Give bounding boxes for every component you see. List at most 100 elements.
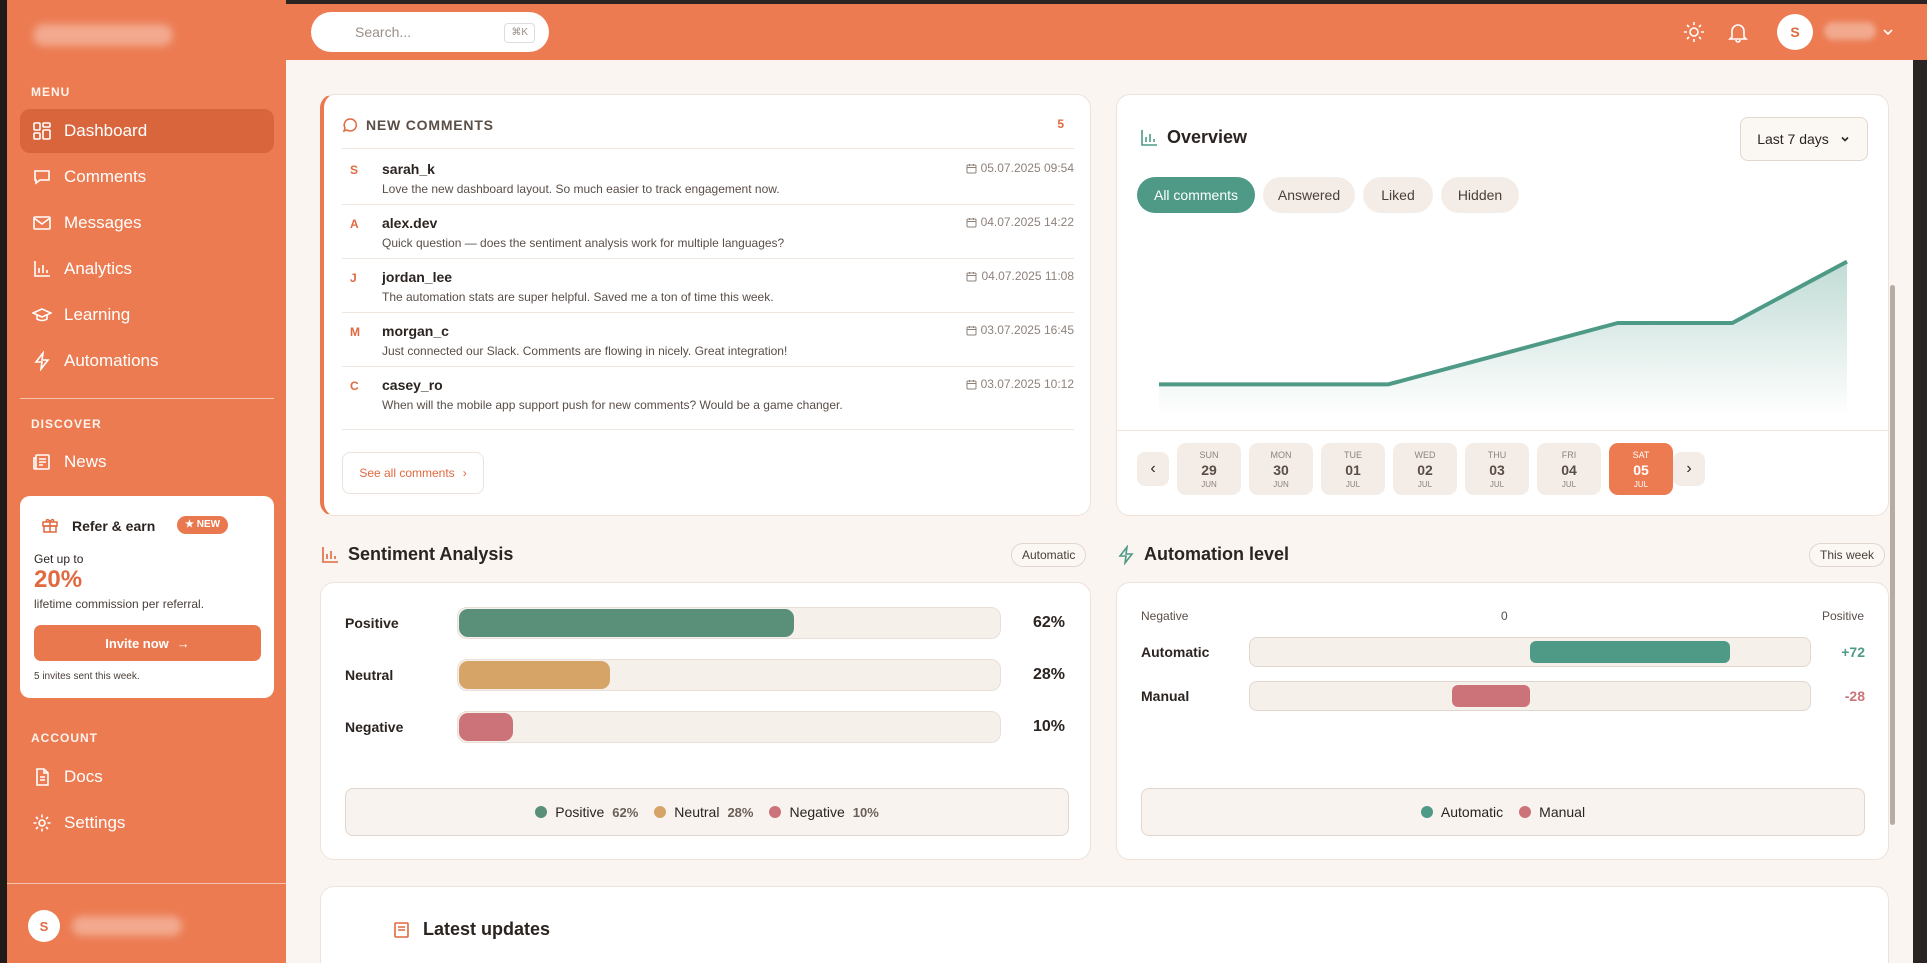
day-chip[interactable]: MON 30 JUN — [1249, 443, 1313, 495]
day-weekday: SAT — [1632, 450, 1650, 460]
day-chip[interactable]: THU 03 JUL — [1465, 443, 1529, 495]
day-chip[interactable]: SUN 29 JUN — [1177, 443, 1241, 495]
legend-dot — [654, 806, 667, 818]
comment-date-value: 04.07.2025 14:22 — [980, 215, 1074, 229]
filter-pill-liked[interactable]: Liked — [1363, 177, 1433, 213]
sentiment-label: Positive — [345, 615, 399, 631]
sentiment-header: Sentiment Analysis — [320, 544, 513, 565]
day-weekday: TUE — [1344, 450, 1362, 460]
overview-card: Overview Last 7 days All comments Answere… — [1116, 94, 1889, 516]
comment-text: When will the mobile app support push fo… — [382, 398, 843, 412]
sentiment-row-negative: Negative 10% — [345, 711, 1065, 743]
sidebar-item-messages[interactable]: Messages — [20, 201, 274, 245]
automation-row-automatic: Automatic +72 — [1141, 637, 1865, 667]
comments-header: NEW COMMENTS — [342, 117, 494, 133]
bell-icon[interactable] — [1727, 21, 1749, 43]
sentiment-row-neutral: Neutral 28% — [345, 659, 1065, 691]
refer-line1: Get up to — [34, 552, 84, 566]
sidebar-item-label: Learning — [64, 305, 131, 324]
refer-percent: 20% — [34, 566, 83, 593]
comment-user: alex.dev — [382, 215, 438, 231]
shortcut-hint: ⌘K — [504, 23, 535, 43]
refer-title: Refer & earn — [72, 518, 156, 534]
automation-card: Negative 0 Positive Automatic +72 Manual -2… — [1116, 582, 1889, 860]
sidebar: MENU Dashboard Comments Messages Analyti… — [7, 0, 286, 963]
gear-icon — [33, 814, 51, 832]
document-icon — [36, 768, 49, 786]
sidebar-item-dashboard[interactable]: Dashboard — [20, 109, 274, 153]
axis-negative-label: Negative — [1141, 609, 1189, 623]
divider — [1117, 430, 1888, 431]
menu-section-label: MENU — [31, 85, 71, 99]
user-avatar[interactable]: S — [1777, 14, 1813, 50]
day-chip[interactable]: WED 02 JUL — [1393, 443, 1457, 495]
see-all-comments-button[interactable]: See all comments › — [342, 452, 484, 494]
scrollbar[interactable] — [1890, 285, 1895, 825]
next-week-button[interactable]: › — [1673, 452, 1705, 486]
automation-label: Manual — [1141, 688, 1190, 704]
new-badge: ★ NEW — [177, 516, 229, 534]
chart-series-line — [1159, 259, 1848, 387]
sidebar-item-docs[interactable]: Docs — [20, 755, 274, 799]
newspaper-icon — [394, 921, 409, 938]
sentiment-track — [457, 659, 1001, 691]
sun-icon[interactable] — [1683, 21, 1705, 43]
sentiment-label: Negative — [345, 719, 404, 735]
day-chip[interactable]: TUE 01 JUL — [1321, 443, 1385, 495]
filter-pill-answered[interactable]: Answered — [1263, 177, 1355, 213]
sidebar-item-analytics[interactable]: Analytics — [20, 247, 274, 291]
invite-now-button[interactable]: Invite now → — [34, 625, 261, 661]
calendar-icon — [966, 379, 977, 389]
comment-date: 05.07.2025 09:54 — [966, 161, 1074, 175]
sidebar-item-learning[interactable]: Learning — [20, 293, 274, 337]
window-edge — [0, 0, 7, 963]
account-section-label: ACCOUNT — [31, 731, 98, 745]
day-number: 03 — [1489, 462, 1505, 478]
day-chip[interactable]: SAT 05 JUL — [1609, 443, 1673, 495]
see-all-label: See all comments — [359, 466, 455, 480]
sidebar-item-automations[interactable]: Automations — [20, 339, 274, 383]
date-range-dropdown[interactable]: Last 7 days — [1740, 117, 1868, 161]
prev-week-button[interactable]: ‹ — [1137, 452, 1169, 486]
divider — [342, 366, 1074, 367]
sidebar-item-settings[interactable]: Settings — [20, 801, 274, 845]
sidebar-item-comments[interactable]: Comments — [20, 155, 274, 199]
filter-pill-all-comments[interactable]: All comments — [1137, 177, 1255, 213]
sidebar-item-news[interactable]: News — [20, 440, 274, 484]
user-name-blurred — [1824, 22, 1876, 40]
calendar-icon — [966, 217, 977, 227]
dashboard-icon — [33, 122, 51, 140]
comment-initial: C — [350, 379, 359, 393]
user-avatar[interactable]: S — [28, 910, 60, 942]
latest-updates-card: Latest updates — [320, 886, 1889, 963]
search-placeholder: Search... — [355, 24, 412, 40]
legend-item-negative: Negative 10% — [769, 804, 879, 820]
legend-label: Automatic — [1440, 804, 1504, 820]
search-input[interactable]: Search... ⌘K — [311, 12, 549, 52]
day-chip[interactable]: FRI 04 JUL — [1537, 443, 1601, 495]
bar-chart-icon — [322, 546, 338, 563]
user-name-blurred — [72, 916, 182, 936]
gift-icon — [42, 518, 58, 533]
arrow-right-icon: → — [176, 635, 190, 651]
comment-initial: M — [350, 325, 360, 339]
sidebar-item-label: Automations — [64, 351, 159, 370]
sentiment-value: 28% — [1032, 666, 1065, 683]
automation-title: Automation level — [1144, 544, 1290, 564]
chevron-down-icon[interactable] — [1880, 24, 1896, 40]
automation-header: Automation level — [1116, 544, 1289, 565]
chart-area-fill — [1159, 261, 1847, 415]
sentiment-track — [457, 607, 1001, 639]
legend-dot — [1519, 806, 1532, 818]
automation-track — [1249, 681, 1811, 711]
filter-pill-hidden[interactable]: Hidden — [1441, 177, 1519, 213]
automation-value: -28 — [1844, 688, 1865, 704]
legend-item-positive: Positive 62% — [535, 804, 638, 820]
legend-label: Negative — [789, 804, 845, 820]
